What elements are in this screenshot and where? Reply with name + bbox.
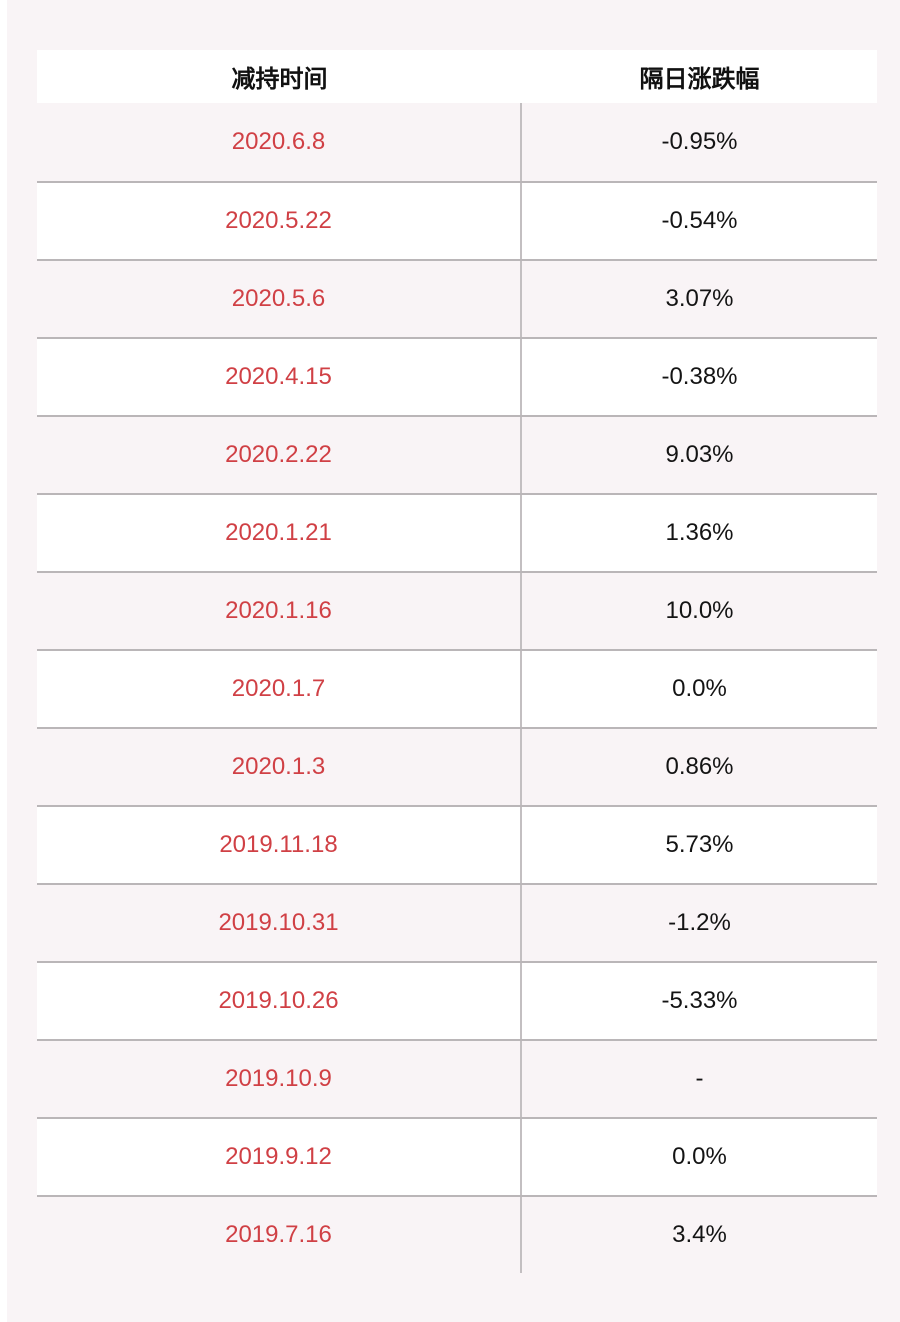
reduction-date-cell: 2019.10.9 — [37, 1041, 522, 1117]
reduction-date-cell: 2020.4.15 — [37, 339, 522, 415]
next-day-change-cell: -5.33% — [661, 987, 738, 1014]
next-day-change-cell: 5.73% — [665, 831, 734, 858]
reduction-date-cell: 2020.6.8 — [37, 103, 522, 181]
table-row: 2020.5.6 3.07% — [37, 259, 877, 337]
next-day-change-cell: 0.0% — [672, 675, 727, 702]
reduction-date-cell: 2020.5.22 — [37, 183, 522, 259]
reduction-date-cell: 2020.5.6 — [37, 261, 522, 337]
next-day-change-cell: 3.4% — [672, 1221, 727, 1248]
reduction-date-cell: 2019.7.16 — [37, 1197, 522, 1273]
reduction-date-cell: 2019.11.18 — [37, 807, 522, 883]
table-row: 2019.9.12 0.0% — [37, 1117, 877, 1195]
reduction-date-cell: 2020.1.16 — [37, 573, 522, 649]
reduction-history-table: 减持时间 隔日涨跌幅 2020.6.8 -0.95% 2020.5.22 -0.… — [37, 50, 877, 1273]
table-row: 2020.2.22 9.03% — [37, 415, 877, 493]
reduction-date-cell: 2020.1.3 — [37, 729, 522, 805]
next-day-change-cell: 9.03% — [665, 441, 734, 468]
table-row: 2020.5.22 -0.54% — [37, 181, 877, 259]
reduction-date-cell: 2019.9.12 — [37, 1119, 522, 1195]
reduction-date-cell: 2020.1.21 — [37, 495, 522, 571]
table-row: 2019.11.18 5.73% — [37, 805, 877, 883]
header-cell-next-day-change: 隔日涨跌幅 — [639, 66, 760, 93]
table-row: 2020.1.16 10.0% — [37, 571, 877, 649]
next-day-change-cell: 10.0% — [665, 597, 734, 624]
next-day-change-cell: -0.38% — [661, 363, 738, 390]
table-row: 2019.10.26 -5.33% — [37, 961, 877, 1039]
table-row: 2019.10.9 - — [37, 1039, 877, 1117]
next-day-change-cell: 1.36% — [665, 519, 734, 546]
table-row: 2020.1.21 1.36% — [37, 493, 877, 571]
table-row: 2019.10.31 -1.2% — [37, 883, 877, 961]
next-day-change-cell: - — [695, 1065, 704, 1092]
next-day-change-cell: 0.0% — [672, 1143, 727, 1170]
reduction-date-cell: 2019.10.31 — [37, 885, 522, 961]
reduction-date-cell: 2019.10.26 — [37, 963, 522, 1039]
table-body: 2020.6.8 -0.95% 2020.5.22 -0.54% 2020.5.… — [37, 103, 877, 1273]
header-cell-reduction-date: 减持时间 — [231, 66, 328, 93]
next-day-change-cell: -0.95% — [661, 128, 738, 155]
next-day-change-cell: -1.2% — [668, 909, 731, 936]
reduction-date-cell: 2020.2.22 — [37, 417, 522, 493]
table-row: 2020.1.7 0.0% — [37, 649, 877, 727]
table-row: 2020.6.8 -0.95% — [37, 103, 877, 181]
table-row: 2019.7.16 3.4% — [37, 1195, 877, 1273]
reduction-date-cell: 2020.1.7 — [37, 651, 522, 727]
next-day-change-cell: 0.86% — [665, 753, 734, 780]
table-row: 2020.1.3 0.86% — [37, 727, 877, 805]
table-row: 2020.4.15 -0.38% — [37, 337, 877, 415]
table-header-row: 减持时间 隔日涨跌幅 — [37, 50, 877, 103]
next-day-change-cell: 3.07% — [665, 285, 734, 312]
next-day-change-cell: -0.54% — [661, 207, 738, 234]
